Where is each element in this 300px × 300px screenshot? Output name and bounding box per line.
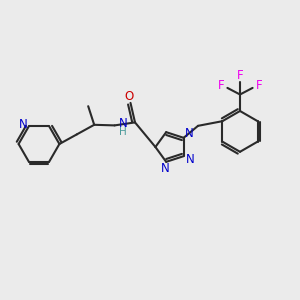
Text: F: F (218, 79, 224, 92)
Text: N: N (160, 162, 169, 175)
Text: H: H (119, 127, 127, 137)
Text: F: F (256, 79, 262, 92)
Text: N: N (18, 118, 27, 131)
Text: F: F (237, 69, 243, 82)
Text: N: N (185, 127, 194, 140)
Text: N: N (186, 153, 195, 166)
Text: O: O (124, 90, 134, 104)
Text: N: N (119, 117, 128, 130)
